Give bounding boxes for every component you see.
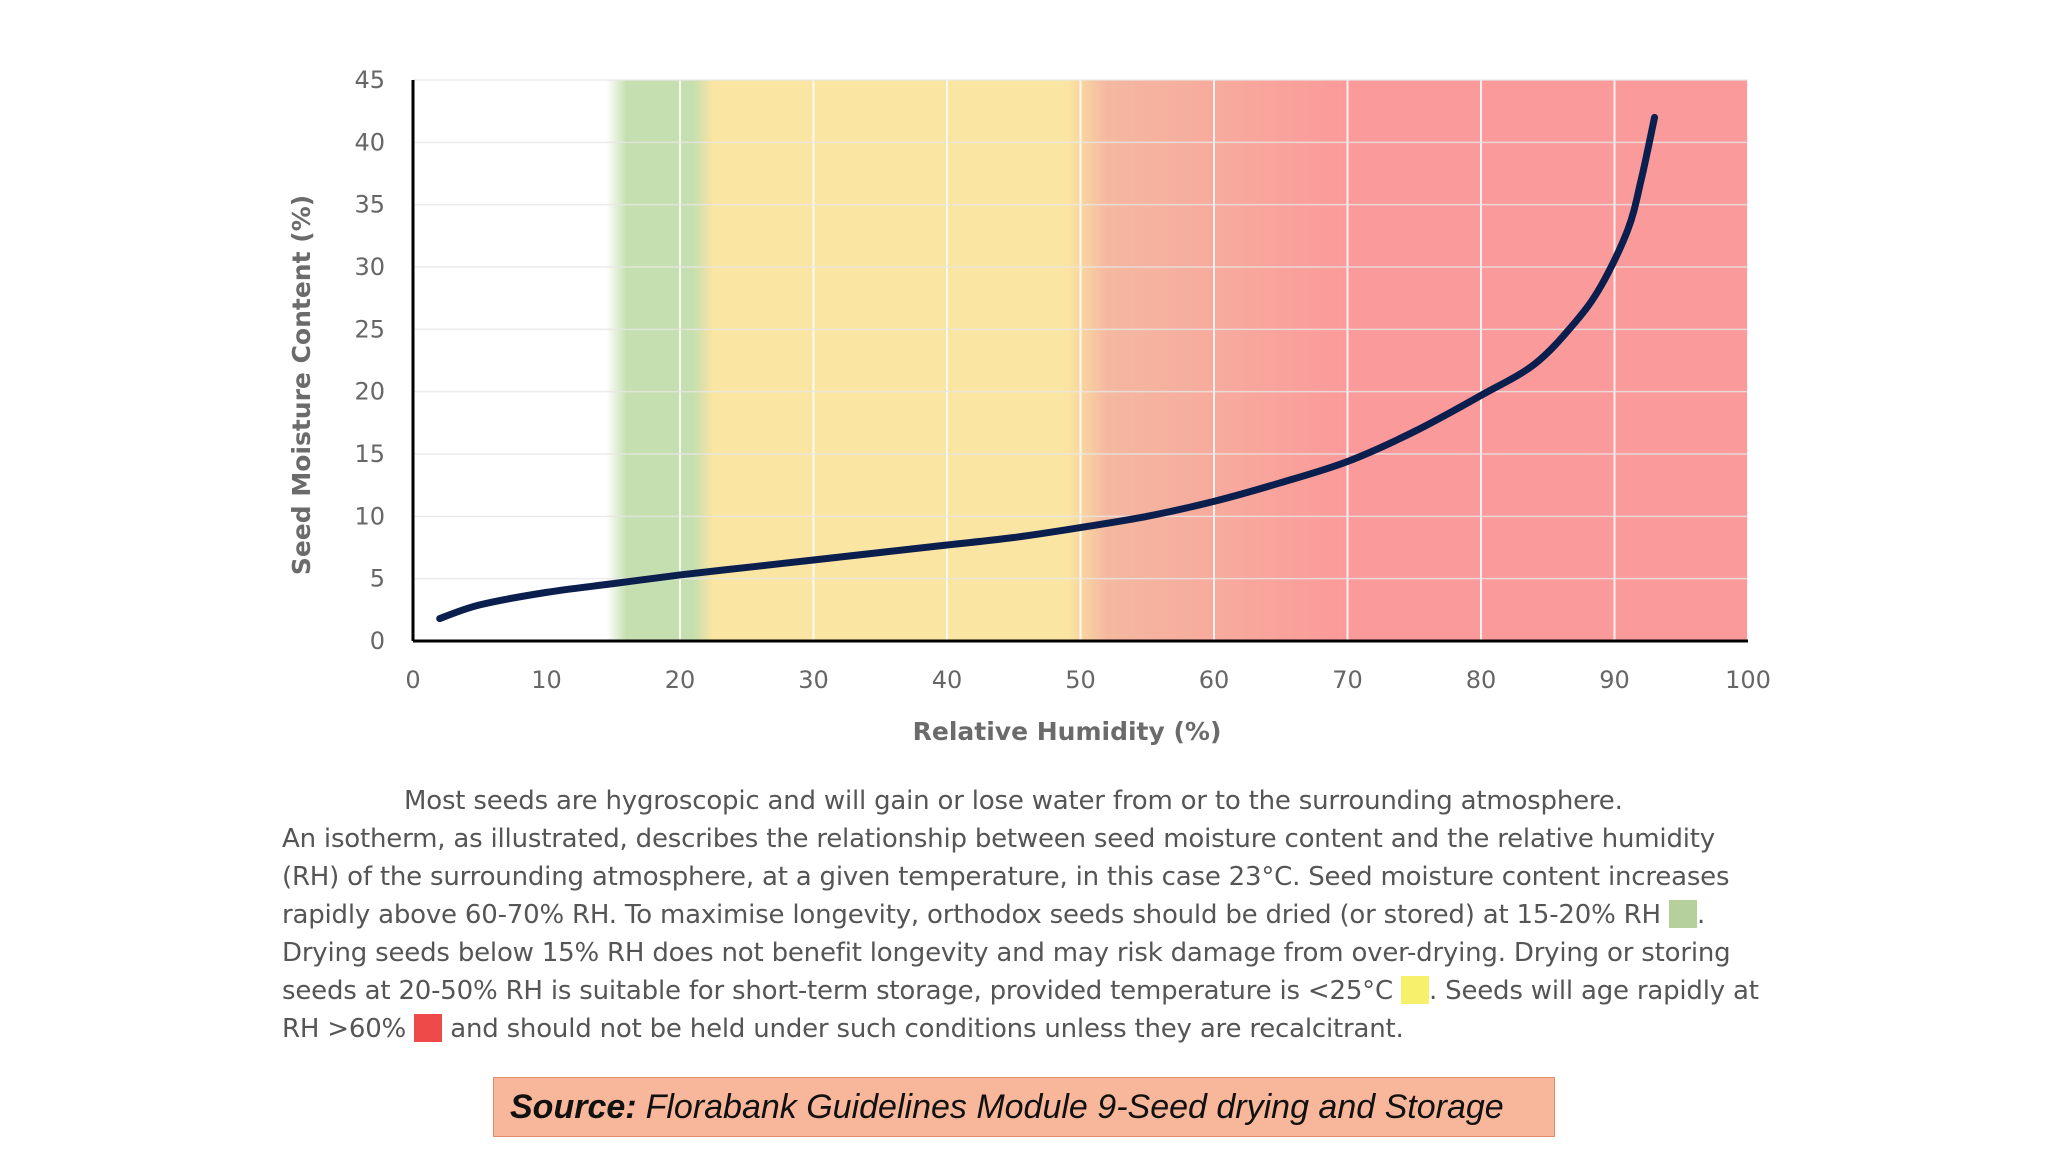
caption-paragraph: Most seeds are hygroscopic and will gain…	[282, 782, 1762, 1048]
x-tick-label: 20	[665, 666, 696, 694]
red-zone-swatch	[414, 1014, 443, 1042]
y-axis-title: Seed Moisture Content (%)	[287, 195, 316, 575]
y-tick-label: 0	[370, 627, 385, 655]
x-tick-label: 100	[1725, 666, 1771, 694]
y-tick-label: 40	[354, 128, 385, 156]
x-tick-label: 60	[1199, 666, 1230, 694]
y-tick-label: 5	[370, 565, 385, 593]
x-tick-label: 10	[531, 666, 562, 694]
x-tick-label: 40	[932, 666, 963, 694]
y-tick-label: 15	[354, 440, 385, 468]
y-tick-label: 20	[354, 378, 385, 406]
caption-intro: Most seeds are hygroscopic and will gain…	[404, 786, 1623, 816]
isotherm-line	[436, 113, 1659, 623]
x-axis-title: Relative Humidity (%)	[913, 717, 1222, 746]
y-tick-label: 10	[354, 502, 385, 530]
x-tick-label: 70	[1332, 666, 1363, 694]
x-tick-label: 30	[798, 666, 829, 694]
x-tick-label: 80	[1466, 666, 1497, 694]
caption-part3: . Seeds will age rapidly at RH >60%	[282, 976, 1759, 1044]
gridlines	[413, 79, 1749, 641]
source-box: Source: Florabank Guidelines Module 9-Se…	[493, 1077, 1555, 1137]
x-tick-label: 0	[405, 666, 420, 694]
moisture-isotherm-chart: 0 5 10 15 20 25 30 35 40 45 0 10 20 30 40 50 60 70 80 90 10…	[287, 66, 1771, 746]
caption-part1: An isotherm, as illustrated, describes t…	[282, 824, 1730, 930]
caption-part2: . Drying seeds below 15% RH does not ben…	[282, 900, 1731, 1006]
caption-part4: and should not be held under such condit…	[442, 1014, 1404, 1044]
yellow-zone-swatch	[1401, 976, 1430, 1004]
green-zone-swatch	[1668, 900, 1697, 928]
x-tick-label: 90	[1599, 666, 1630, 694]
source-label: Source:	[510, 1087, 637, 1126]
y-tick-label: 45	[354, 66, 385, 94]
source-text: Florabank Guidelines Module 9-Seed dryin…	[645, 1087, 1504, 1126]
y-tick-labels: 0 5 10 15 20 25 30 35 40 45	[354, 66, 385, 655]
y-tick-label: 30	[354, 253, 385, 281]
x-tick-labels: 0 10 20 30 40 50 60 70 80 90 100	[405, 666, 1771, 694]
y-tick-label: 35	[354, 191, 385, 219]
axes	[411, 80, 1748, 643]
x-tick-label: 50	[1065, 666, 1096, 694]
y-tick-label: 25	[354, 315, 385, 343]
